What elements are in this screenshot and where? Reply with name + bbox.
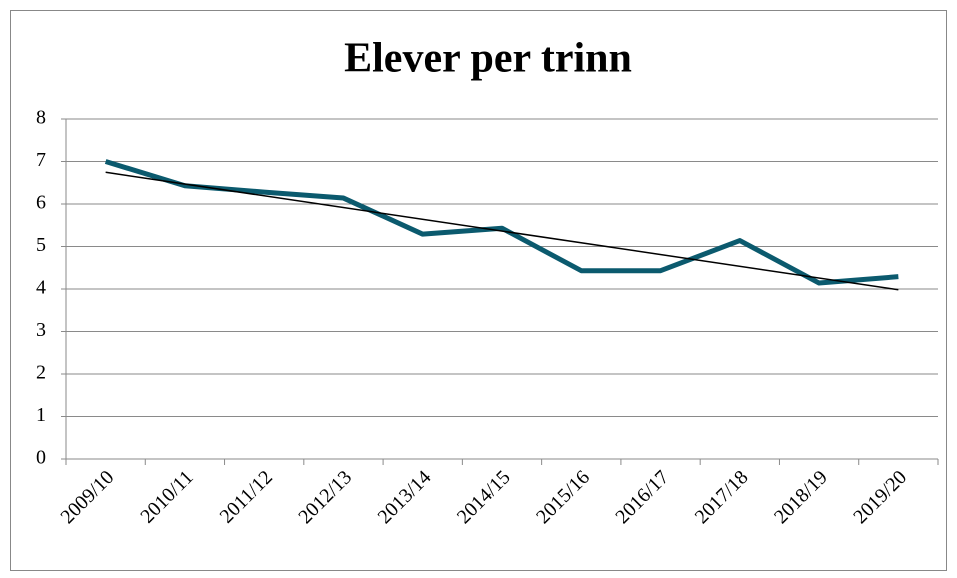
y-tick-label: 7 xyxy=(36,149,46,171)
y-tick-label: 3 xyxy=(36,319,46,341)
line xyxy=(104,159,899,286)
y-tick-label: 2 xyxy=(36,362,46,384)
y-tick-label: 0 xyxy=(36,447,46,469)
y-tick-label: 8 xyxy=(36,107,46,129)
y-tick-label: 1 xyxy=(36,404,46,426)
chart-border xyxy=(10,10,947,571)
y-tick-label: 4 xyxy=(36,277,46,299)
chart-title: Elever per trinn xyxy=(344,36,632,82)
y-tick-label: 5 xyxy=(36,234,46,256)
trendline xyxy=(105,171,899,291)
y-tick-label: 6 xyxy=(36,192,46,214)
